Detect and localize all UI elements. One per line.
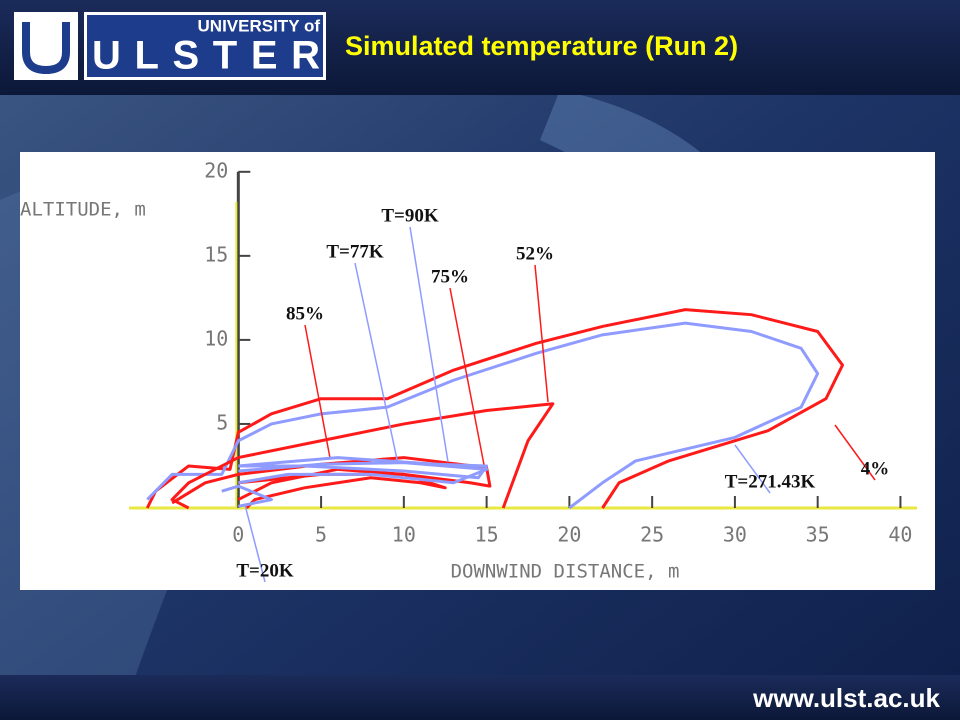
contour-line <box>145 308 845 509</box>
contour-line <box>146 321 820 510</box>
y-tick-label: 10 <box>204 326 228 350</box>
contour-line <box>221 484 273 508</box>
x-tick-label: 0 <box>232 523 244 547</box>
x-tick-label: 40 <box>888 523 912 547</box>
logo-text-bg <box>87 15 323 77</box>
leader-line <box>834 424 876 481</box>
y-tick-label: 15 <box>204 242 228 266</box>
y-tick-label: 20 <box>204 158 228 182</box>
leader-line <box>244 504 266 583</box>
contour-label: T=271.43K <box>725 471 816 492</box>
x-tick-label: 10 <box>392 523 416 547</box>
x-axis-label: DOWNWIND DISTANCE, m <box>451 561 680 583</box>
leader-line <box>449 287 486 471</box>
logo-top: UNIVERSITY of <box>198 16 321 35</box>
contour-label: 4% <box>861 458 890 479</box>
x-tick-label: 15 <box>475 523 499 547</box>
slide-title: Simulated temperature (Run 2) <box>345 31 738 61</box>
leader-line <box>534 264 549 403</box>
x-tick-label: 5 <box>315 523 327 547</box>
contour-label: 52% <box>516 243 554 264</box>
contour-line <box>170 402 555 510</box>
x-tick-label: 30 <box>723 523 747 547</box>
contour-line <box>238 456 489 480</box>
contour-label: T=77K <box>326 241 383 262</box>
y-tick-label: 5 <box>216 410 228 434</box>
contour-line <box>171 456 492 505</box>
x-tick-label: 25 <box>640 523 664 547</box>
leader-line <box>304 324 331 459</box>
x-tick-label: 20 <box>557 523 581 547</box>
leader-line <box>409 226 449 463</box>
footer-bar <box>0 675 960 720</box>
x-tick-label: 35 <box>806 523 830 547</box>
footer-url: www.ulst.ac.uk <box>752 683 940 713</box>
logo-icon <box>22 22 70 75</box>
chart: 5 10 15 20 0 5 10 15 20 25 30 35 40 ALTITUDE, m DOWNWI… <box>20 158 917 583</box>
contour-label: 75% <box>431 266 469 287</box>
contour-label: T=90K <box>381 205 438 226</box>
y-axis-label: ALTITUDE, m <box>20 199 146 221</box>
contour-label: T=20K <box>236 560 293 581</box>
leader-line <box>734 444 771 494</box>
leader-line <box>354 262 399 465</box>
contour-label: 85% <box>286 303 324 324</box>
